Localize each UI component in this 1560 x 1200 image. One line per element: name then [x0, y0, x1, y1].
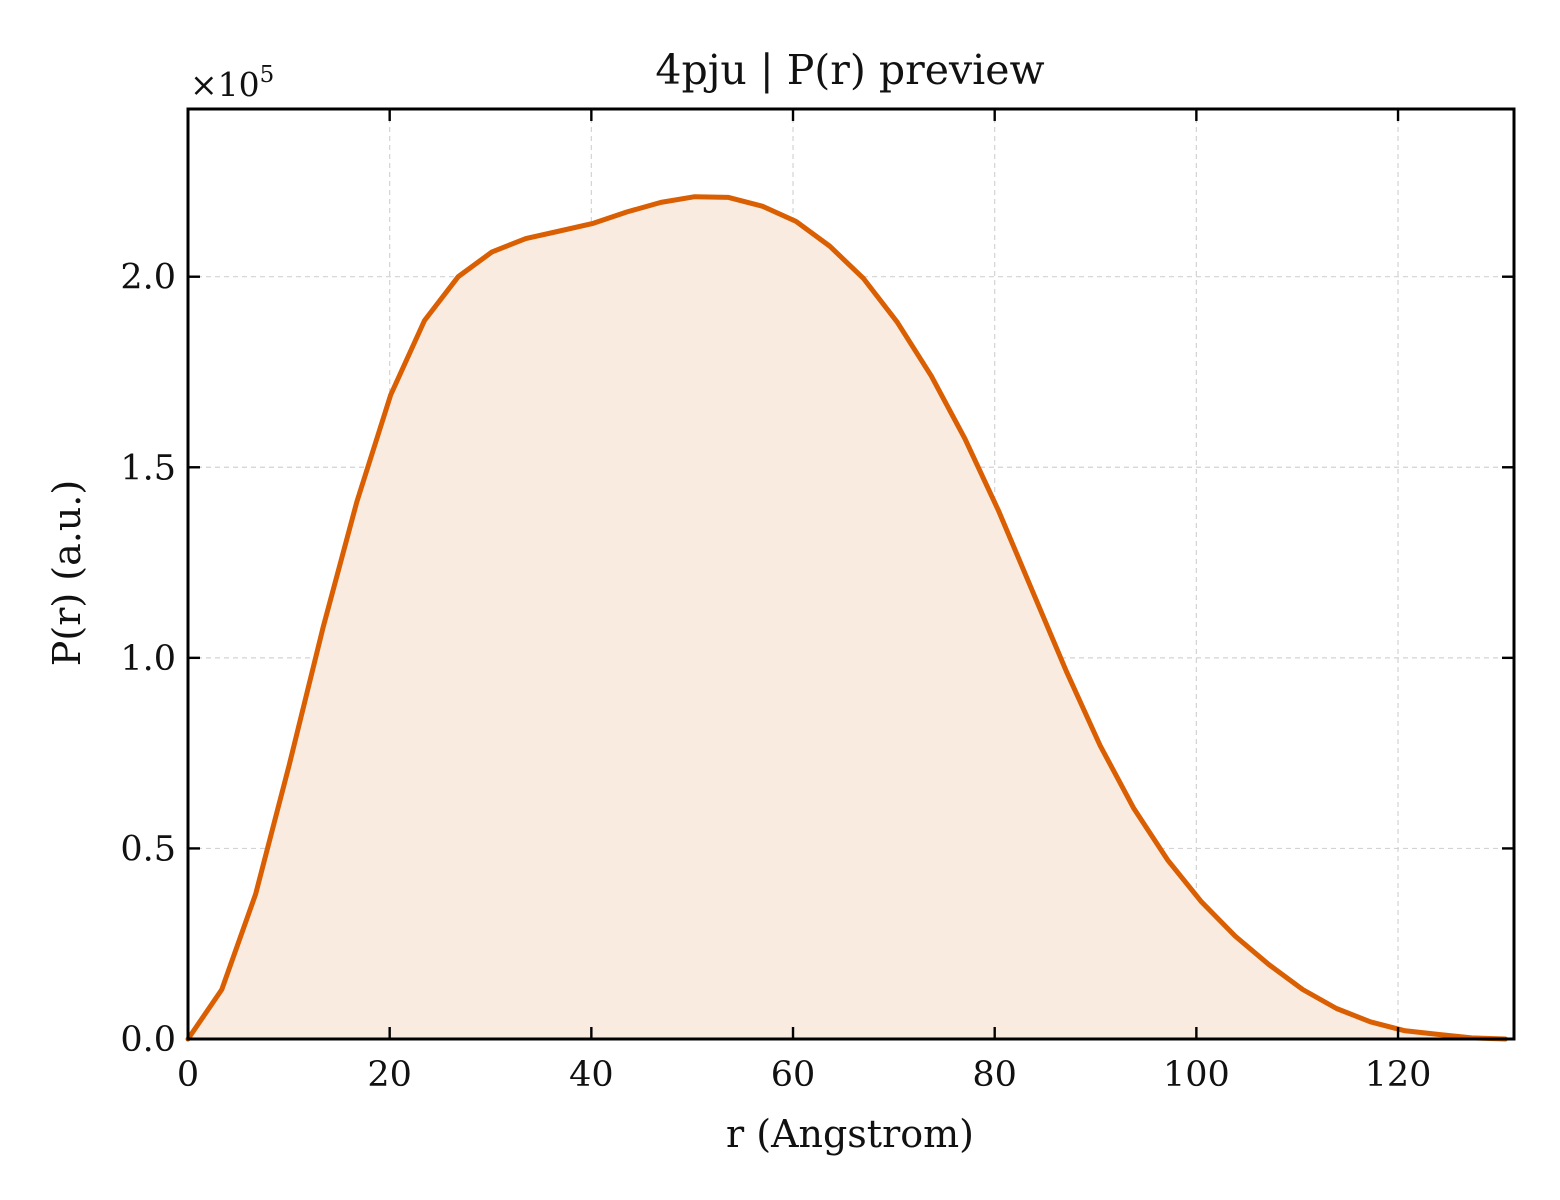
axes-frame: [186, 107, 1516, 1041]
series-area-fill: [188, 196, 1506, 1039]
y-tick-label: 1.5: [120, 448, 176, 488]
y-multiplier-base: ×10: [190, 65, 260, 104]
y-tick-label: 2.0: [120, 258, 176, 298]
y-multiplier-exponent: 5: [260, 62, 275, 88]
plot-area: [185, 194, 1508, 1042]
x-tick-label: 20: [367, 1055, 412, 1095]
chart-title: 4pju | P(r) preview: [655, 46, 1044, 94]
x-tick-label: 100: [1163, 1055, 1230, 1095]
x-axis-label: r (Angstrom): [726, 1112, 974, 1156]
x-tick-label: 60: [771, 1055, 816, 1095]
x-tick-label: 0: [177, 1055, 199, 1095]
y-tick-label: 0.5: [120, 829, 176, 869]
x-tick-label: 80: [972, 1055, 1017, 1095]
y-multiplier: ×105: [190, 62, 274, 104]
ticks: 0 20 40 60 80 100 120 0.0 0.5 1.0 1.5 2.0: [120, 109, 1514, 1095]
y-tick-label: 1.0: [120, 639, 176, 679]
x-tick-label: 120: [1365, 1055, 1432, 1095]
y-tick-label: 0.0: [120, 1020, 176, 1060]
y-axis-label: P(r) (a.u.): [45, 480, 89, 666]
x-tick-label: 40: [569, 1055, 614, 1095]
series-line: [185, 194, 1508, 1042]
